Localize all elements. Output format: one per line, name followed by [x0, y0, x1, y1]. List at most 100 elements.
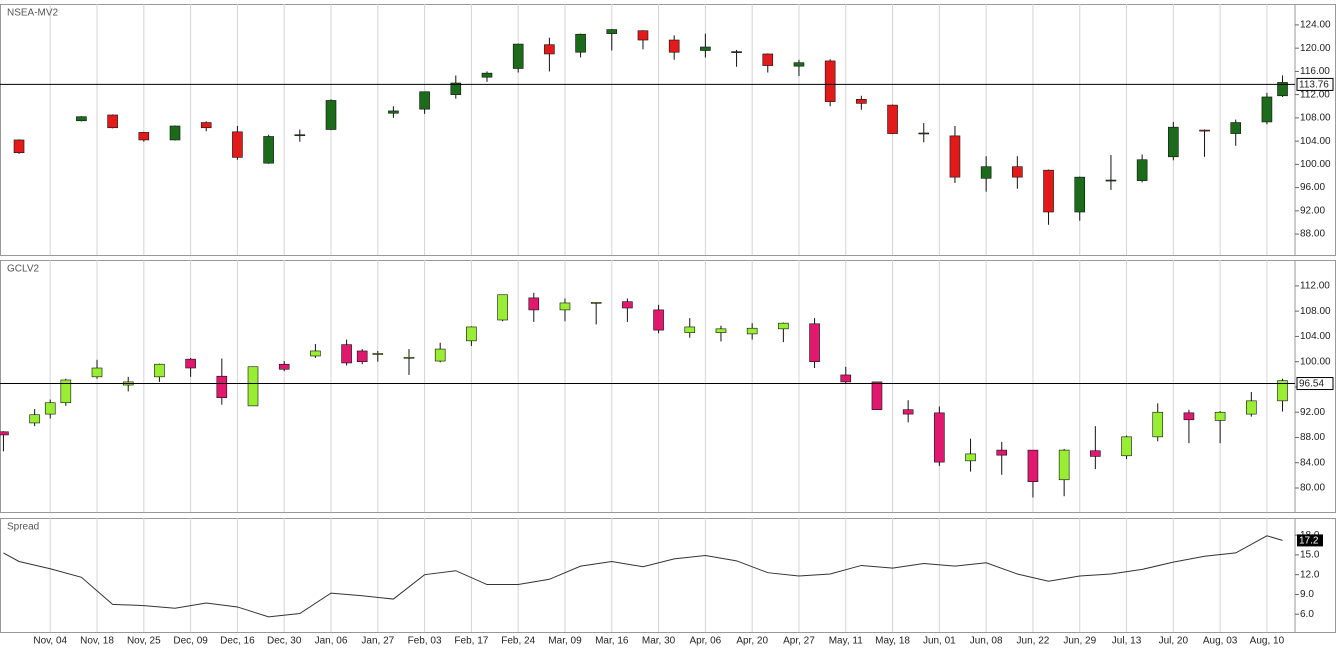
candle-body: [778, 322, 789, 330]
candle-body: [29, 414, 40, 424]
y-tick-label: 104.00: [1300, 331, 1331, 342]
x-tick-label: Jun, 29: [1063, 636, 1096, 647]
candle-body: [1230, 122, 1242, 134]
candle-body: [668, 39, 680, 53]
candle-body: [918, 132, 930, 135]
last-value-label: 17.2: [1299, 536, 1319, 547]
x-tick-label: Jan, 27: [361, 636, 394, 647]
candle-body: [1043, 169, 1054, 213]
y-tick-label: 120.00: [1300, 43, 1331, 54]
candle-body: [544, 44, 555, 55]
candle-body: [1105, 179, 1117, 182]
candle-body: [107, 114, 118, 129]
candle-body: [388, 110, 399, 114]
y-tick-label: 100.00: [1300, 159, 1331, 170]
spread-line: [3, 535, 1283, 618]
candle-body: [154, 363, 165, 378]
x-tick-label: Nov, 25: [127, 636, 161, 647]
candle-body: [731, 51, 742, 53]
candle-body: [1214, 411, 1226, 421]
candle-body: [44, 402, 56, 415]
panel-title: NSEA-MV2: [7, 8, 59, 19]
candle-body: [1121, 436, 1132, 457]
y-tick-label: 88.00: [1300, 432, 1325, 443]
candle-body: [278, 363, 290, 370]
candle-body: [1074, 176, 1086, 213]
candle-body: [1090, 450, 1101, 457]
candle-body: [1012, 166, 1023, 178]
y-tick-label: 15.0: [1300, 550, 1320, 561]
x-tick-label: Feb, 17: [454, 636, 488, 647]
candle-body: [372, 353, 384, 355]
y-tick-label: 80.00: [1300, 483, 1325, 494]
candle-body: [294, 134, 306, 137]
last-price-label: 96.54: [1299, 379, 1324, 390]
candle-body: [497, 294, 508, 321]
candle-body: [809, 323, 820, 362]
candle-body: [310, 350, 321, 357]
x-tick-label: Apr, 20: [736, 636, 768, 647]
y-tick-label: 124.00: [1300, 20, 1331, 31]
candle-body: [0, 431, 9, 436]
last-price-box: [1296, 377, 1334, 391]
candle-body: [980, 166, 992, 179]
y-tick-label: 12.0: [1300, 569, 1320, 580]
last-price-label: 113.76: [1299, 80, 1329, 91]
x-tick-label: Feb, 24: [501, 636, 535, 647]
candle-body: [466, 326, 477, 342]
candle-body: [1168, 126, 1179, 158]
candle-body: [793, 62, 805, 67]
y-tick-label: 112.00: [1300, 281, 1330, 292]
x-tick-label: Jul, 20: [1159, 636, 1189, 647]
y-tick-label: 6.0: [1300, 609, 1314, 620]
y-tick-label: 112.00: [1300, 89, 1330, 100]
candle-body: [76, 116, 87, 122]
candle-body: [606, 29, 618, 34]
candle-body: [403, 356, 415, 359]
candle-body: [856, 98, 867, 104]
y-tick-label: 92.00: [1300, 205, 1325, 216]
x-tick-label: Mar, 30: [642, 636, 676, 647]
y-tick-label: 108.00: [1300, 306, 1331, 317]
candle-body: [60, 379, 72, 404]
candle-body: [325, 100, 337, 130]
x-tick-label: Jun, 22: [1017, 636, 1050, 647]
candle-body: [965, 453, 976, 462]
x-tick-label: Jul, 13: [1112, 636, 1142, 647]
panel: [0, 260, 1336, 513]
candle-body: [200, 122, 212, 129]
candle-body: [1058, 449, 1070, 481]
x-tick-label: Apr, 27: [783, 636, 815, 647]
candle-body: [1183, 412, 1195, 421]
candle-body: [185, 358, 196, 369]
candle-body: [934, 412, 945, 463]
candle-body: [840, 374, 852, 383]
candle-body: [762, 53, 774, 66]
candle-body: [1152, 411, 1164, 438]
candle-body: [1277, 380, 1288, 402]
candle-body: [559, 302, 571, 311]
candle-body: [949, 135, 961, 178]
x-tick-label: Jun, 08: [970, 636, 1003, 647]
candle-body: [575, 33, 586, 53]
candle-body: [481, 72, 493, 78]
candle-body: [1246, 400, 1257, 415]
x-tick-label: Feb, 03: [408, 636, 442, 647]
candle-body: [996, 449, 1008, 456]
candle-body: [746, 327, 758, 335]
x-tick-label: May, 18: [875, 636, 910, 647]
candle-body: [169, 125, 181, 141]
candle-body: [622, 301, 633, 309]
candle-body: [1261, 96, 1273, 123]
x-tick-label: Aug, 03: [1203, 636, 1238, 647]
x-tick-label: Dec, 30: [267, 636, 302, 647]
candle-body: [1199, 129, 1210, 132]
candle-body: [91, 367, 103, 378]
x-tick-label: Jun, 01: [923, 636, 956, 647]
candle-body: [450, 82, 462, 95]
panel: [0, 518, 1336, 633]
candle-body: [653, 309, 664, 331]
candle-body: [232, 131, 243, 158]
candle-body: [247, 366, 259, 407]
